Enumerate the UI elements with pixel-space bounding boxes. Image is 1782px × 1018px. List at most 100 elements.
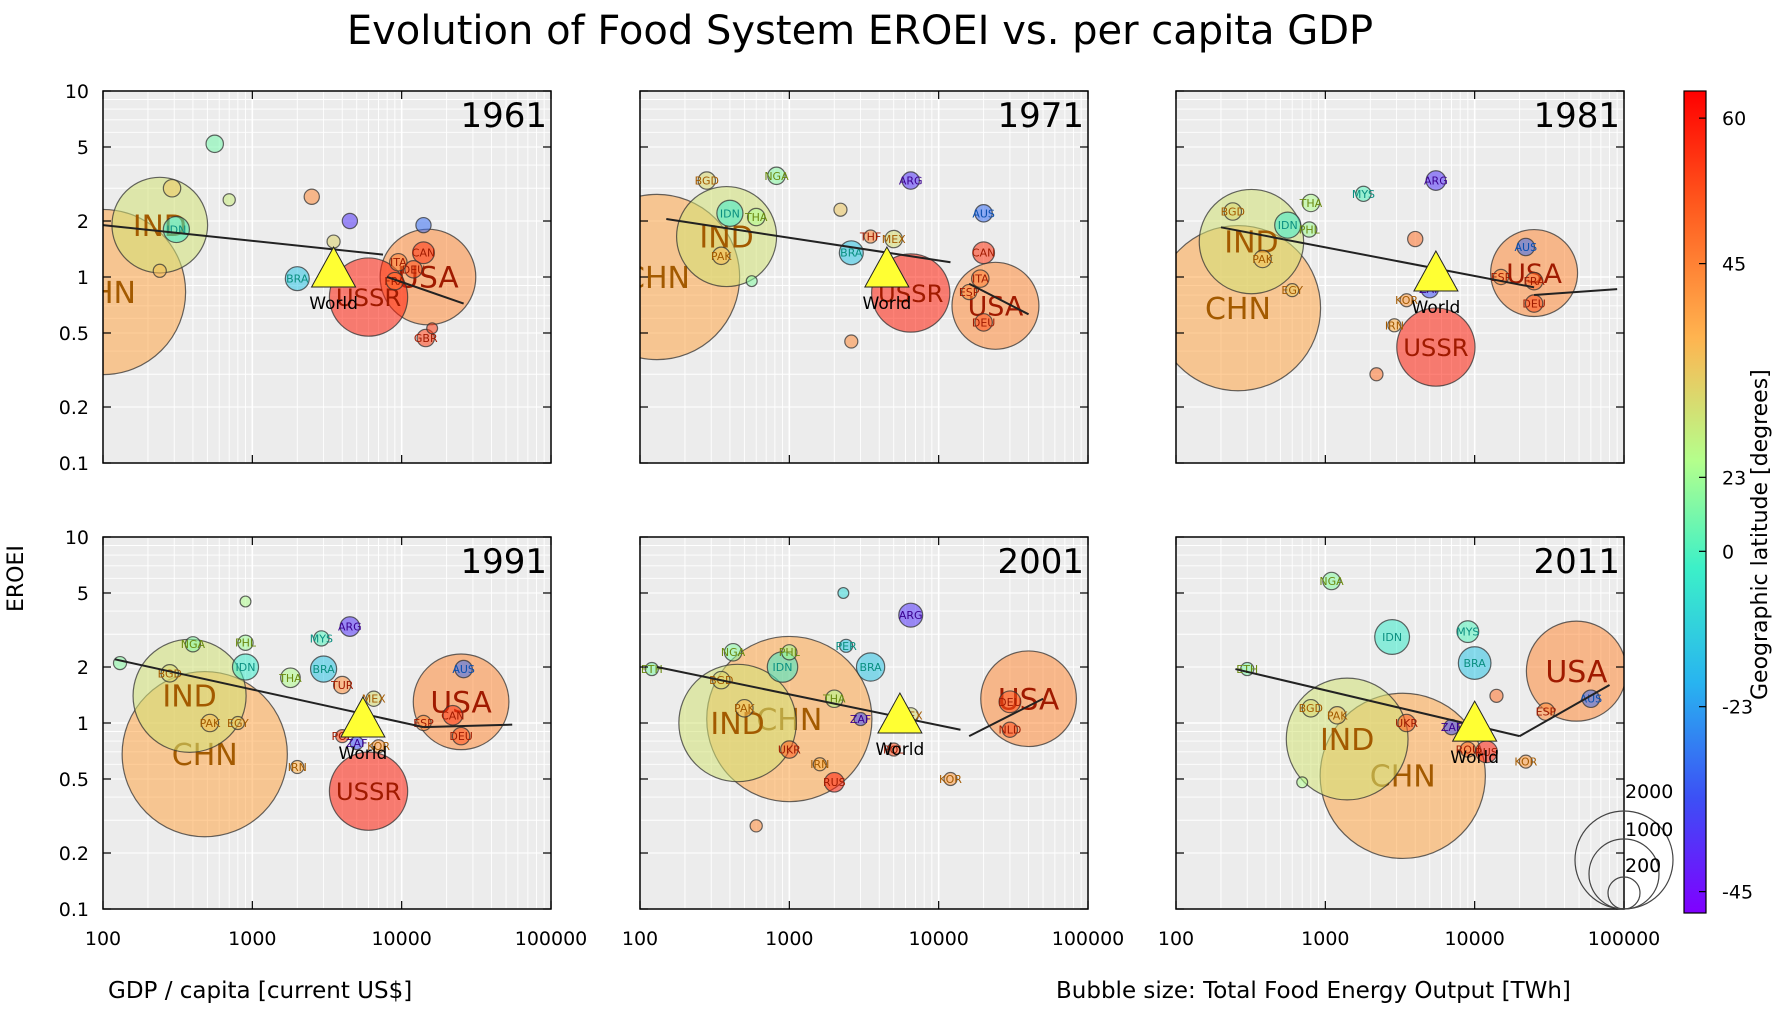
colorbar-tick-label: 45 <box>1722 254 1746 276</box>
bubble-label: PHL <box>779 646 801 659</box>
bubble-label: AUS <box>972 207 995 220</box>
bubble-label: MYS <box>310 632 333 645</box>
bubble <box>1489 688 1504 703</box>
world-marker: World <box>876 692 924 760</box>
bubble-mex: MEX <box>882 229 906 249</box>
bubble-circle <box>442 704 464 726</box>
bubble-circle <box>844 334 859 349</box>
bubble <box>833 202 848 217</box>
bubble-kor: KOR <box>1395 293 1418 308</box>
bubble-label: PAK <box>1327 709 1348 722</box>
bubble-label: IRN <box>288 761 307 774</box>
bubble-bgd: BGD <box>1221 202 1245 221</box>
bubble-circle <box>1387 318 1402 333</box>
bubble-circle <box>1489 688 1504 703</box>
bubble-nld: NLD <box>999 721 1021 738</box>
bubble-label: IRN <box>810 758 829 771</box>
bubble <box>1407 230 1424 248</box>
bubble-circle <box>1253 249 1272 269</box>
bubble-circle <box>972 241 996 265</box>
bubble-label: TUR <box>330 679 354 692</box>
bubble-label: KOR <box>1395 294 1418 307</box>
y-tick-label: 10 <box>65 81 89 103</box>
bubble-circle <box>970 269 990 288</box>
bubble-circle <box>303 188 320 205</box>
bubble-tha: THA <box>744 207 768 227</box>
bubble-label: CAN <box>972 247 995 260</box>
bubble-circle <box>767 166 786 186</box>
bubble-label: THA <box>278 672 302 685</box>
bubble-label: ARG <box>1424 175 1448 188</box>
colorbar-tick-label: 0 <box>1722 541 1734 563</box>
bubble-circle <box>1456 620 1480 644</box>
bubble-circle <box>780 740 799 759</box>
bubble-label: USSR <box>336 777 402 806</box>
bubble-circle <box>1322 571 1341 591</box>
bubble-zaf: ZAF <box>1441 718 1462 736</box>
y-tick-label: 0.1 <box>59 453 89 475</box>
bubble-circle <box>239 595 252 608</box>
bubble <box>415 216 432 234</box>
bubble-label: DEU <box>402 263 425 276</box>
bubble-label: IDN <box>236 661 256 674</box>
panel-year-label: 1981 <box>1533 96 1620 136</box>
bubble-circle <box>284 266 310 292</box>
bubble-circle <box>863 229 878 244</box>
bubble-circle <box>1425 170 1447 191</box>
world-triangle <box>1413 249 1459 292</box>
y-axis-label: EROEI <box>4 545 29 612</box>
bubble-circle <box>328 751 409 831</box>
bubble-zaf: ZAF <box>346 735 367 751</box>
y-tick-label: 1 <box>77 267 89 289</box>
bubble <box>239 595 252 608</box>
bubble-label: PAK <box>1252 253 1273 266</box>
bubble-bgd: BGD <box>1299 698 1323 718</box>
bubble-circle <box>1327 706 1347 725</box>
bubble-per: PER <box>835 638 857 653</box>
bubble <box>303 188 320 205</box>
bubble-usa: USA <box>980 650 1078 748</box>
bubble-irn: IRN <box>810 757 829 772</box>
bubble-circle <box>1581 689 1601 709</box>
bubble-circle <box>222 193 236 207</box>
bubble <box>837 586 850 600</box>
bubble-egy: EGY <box>227 715 249 731</box>
size-legend-label: 1000 <box>1625 819 1673 841</box>
ticks <box>1175 90 1625 464</box>
bubble-bra: BRA <box>309 655 338 683</box>
x-tick-label: 100000 <box>1588 928 1661 950</box>
x-tick-label: 100000 <box>1052 928 1125 950</box>
bubble-label: USSR <box>1403 333 1469 362</box>
colorbar-label: Geographic latitude [degrees] <box>1748 369 1773 700</box>
bubble-kor: KOR <box>1514 754 1538 769</box>
bubble-label: MEX <box>882 233 906 246</box>
bubble-label: ESP <box>959 286 980 299</box>
bubble-ukr: UKR <box>1395 713 1418 733</box>
bubble-label: AUS <box>1515 241 1538 254</box>
bubble-label: EGY <box>1281 284 1303 297</box>
bubble-circle <box>853 711 868 727</box>
bubble-circle <box>1407 230 1424 248</box>
bubble-eth: ETH <box>641 661 663 677</box>
bubble-bra: BRA <box>855 652 886 682</box>
trend-line <box>968 697 1044 738</box>
bubble-circle <box>389 252 408 272</box>
bubble-label: IDN <box>1278 219 1298 232</box>
bubble-nga: NGA <box>721 642 746 662</box>
bubble-label: IDN <box>720 207 740 220</box>
y-tick-label: 0.1 <box>59 899 89 921</box>
world-marker: World <box>863 246 911 314</box>
bubble-label: DEU <box>1522 297 1545 310</box>
bubble-label: PAK <box>711 250 732 263</box>
bubble-aus: AUS <box>1515 237 1538 257</box>
x-tick-label: 100 <box>1158 928 1194 950</box>
bubble-label: KOR <box>367 740 390 753</box>
bubble-label: THA <box>744 211 768 224</box>
y-tick-label: 10 <box>65 527 89 549</box>
bubble-ind: IND <box>132 638 247 753</box>
bubble <box>749 819 763 833</box>
y-tick-label: 0.5 <box>59 323 89 345</box>
bubbles: CHNINDUSAUSSRIDNARGBGDPAKTHAZAFAUSFRADEU… <box>1176 170 1579 392</box>
